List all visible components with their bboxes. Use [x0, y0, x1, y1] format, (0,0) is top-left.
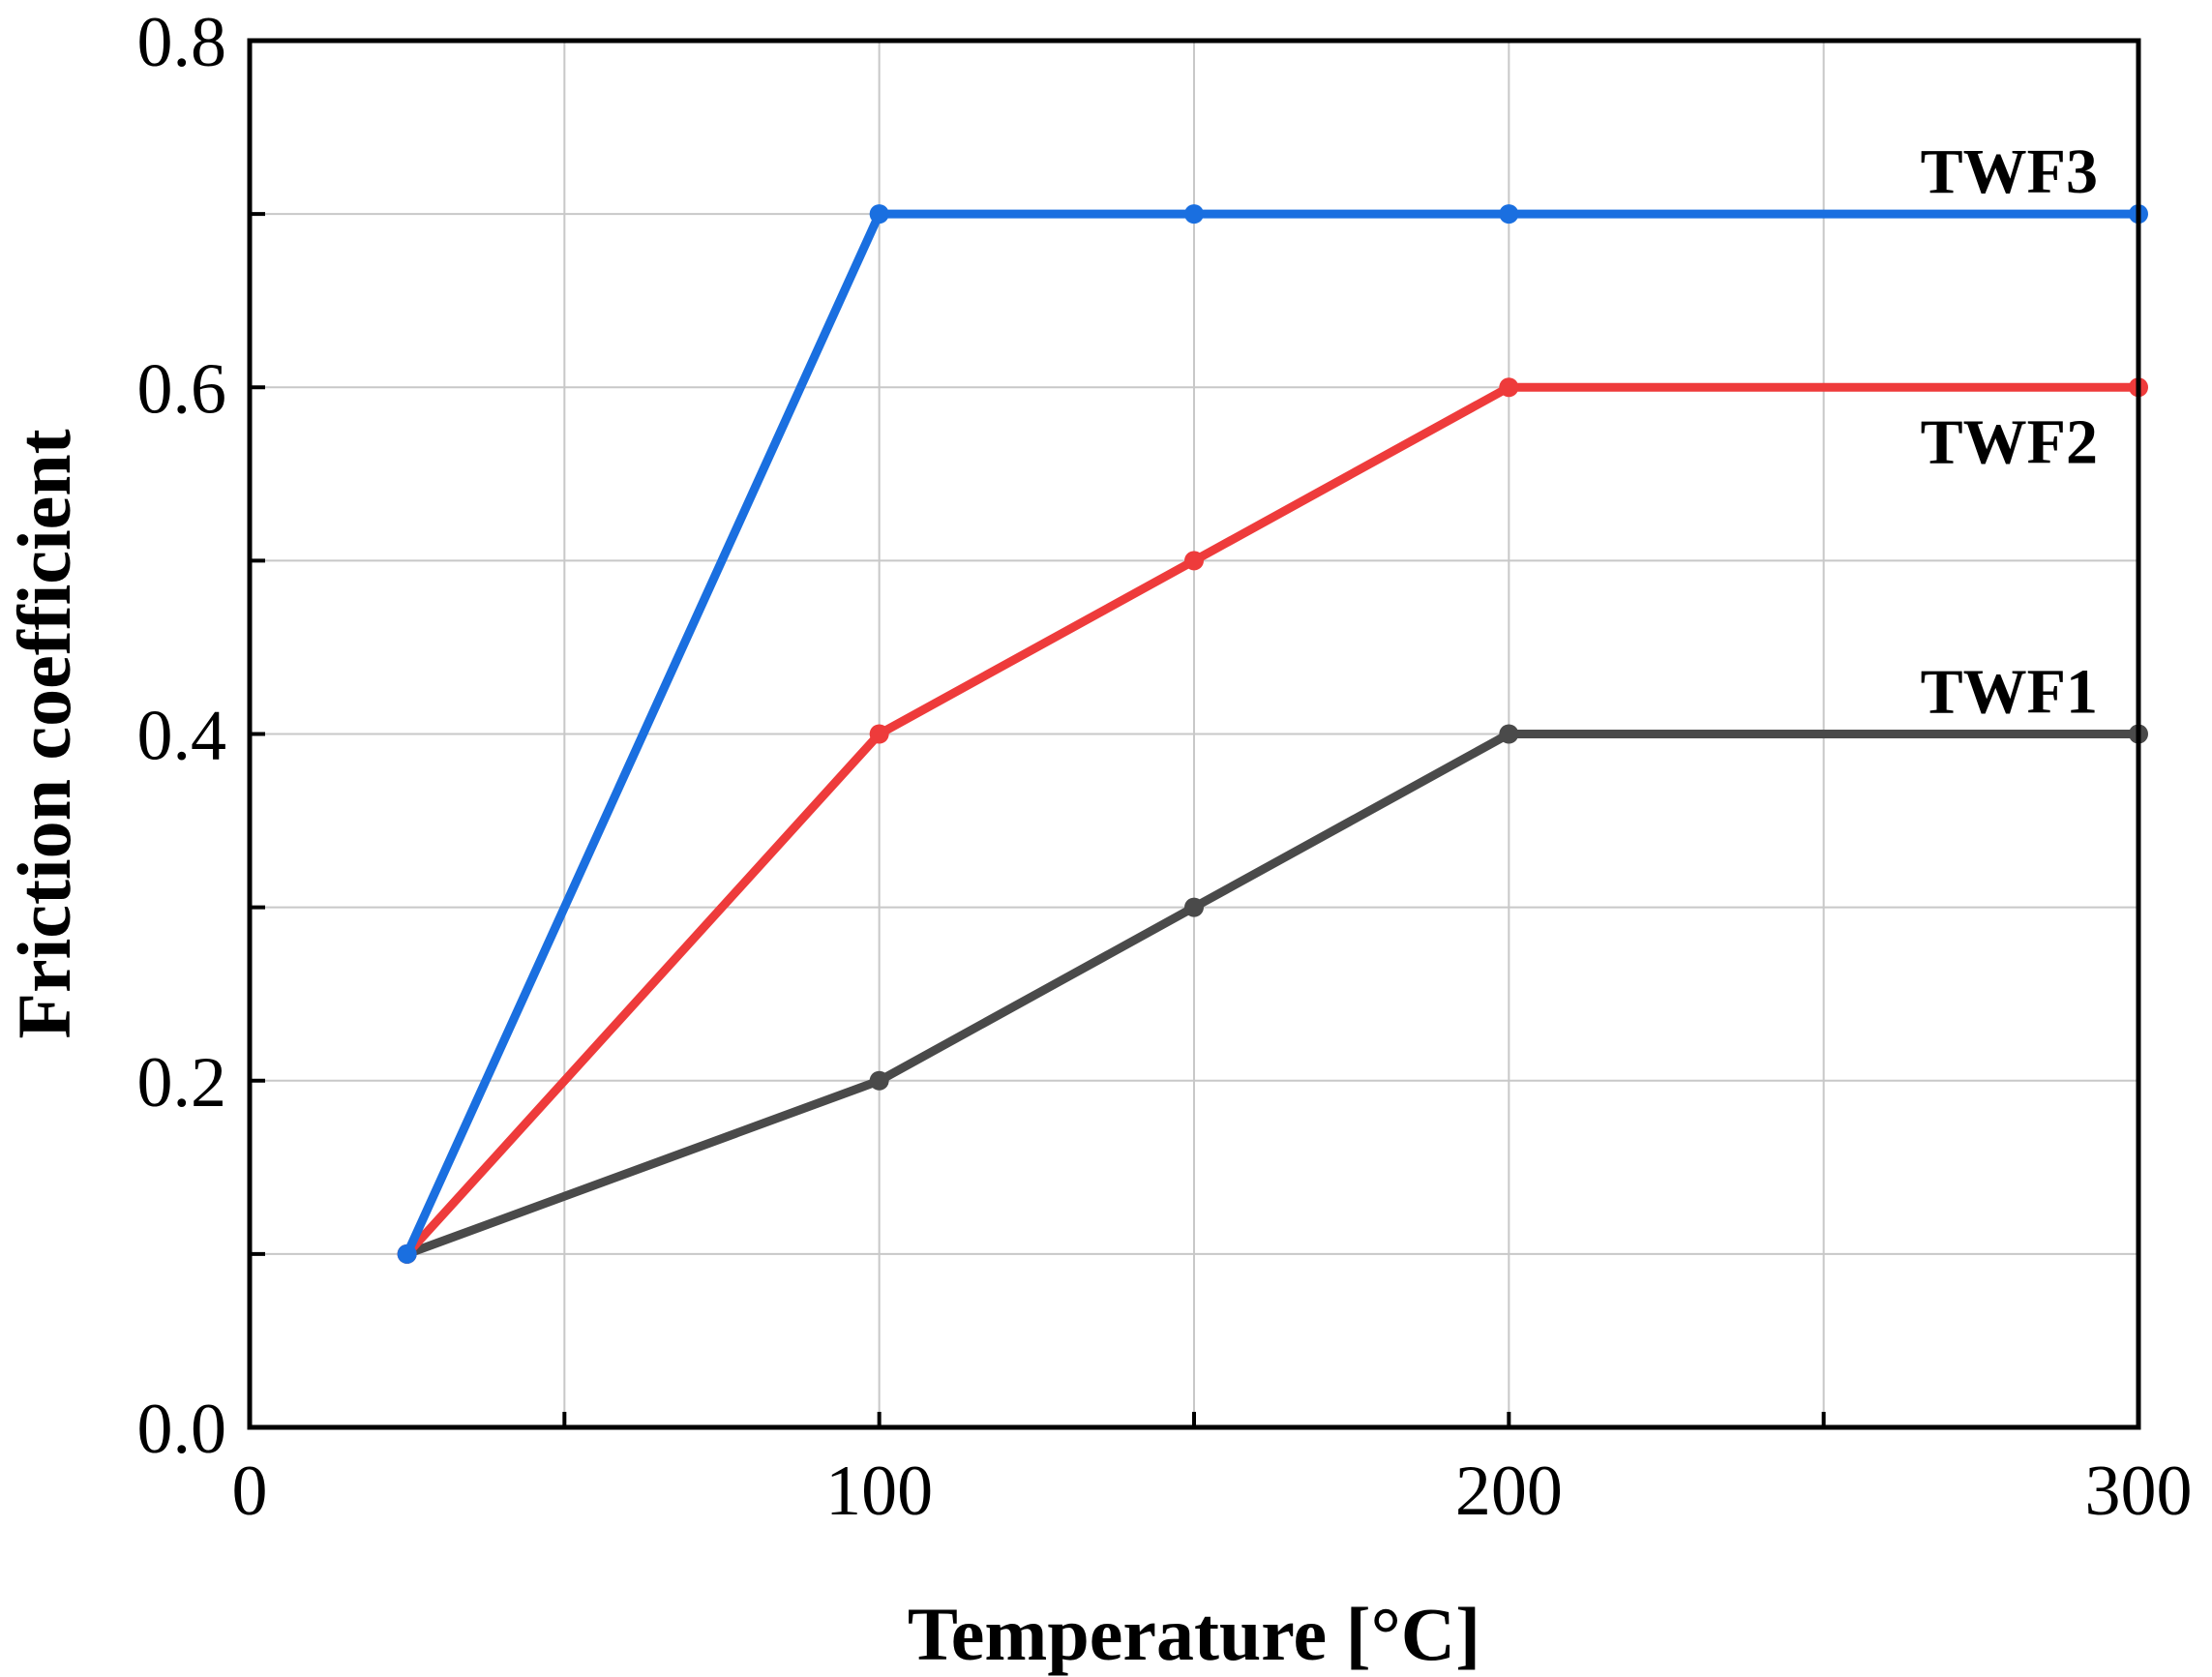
x-tick-label: 100 [825, 1452, 933, 1531]
series-line-twf1 [403, 730, 2143, 1259]
x-tick-label: 300 [2085, 1452, 2193, 1531]
y-tick-label: 0.4 [137, 697, 227, 776]
series-labels: TWF1 TWF2 TWF3 [1921, 136, 2098, 727]
y-tick-label: 0.6 [137, 349, 227, 429]
series-label-twf1: TWF1 [1921, 657, 2098, 728]
y-tick-label: 0.0 [137, 1390, 227, 1469]
series-twf2 [397, 377, 2148, 1264]
data-point-twf1 [869, 1070, 889, 1091]
axis-ticks: 0 100 200 300 0.0 0.2 0.4 0.6 0.8 [137, 3, 2193, 1531]
y-tick-label: 0.2 [137, 1043, 227, 1123]
x-tick-label: 200 [1455, 1452, 1563, 1531]
y-tick-label: 0.8 [137, 3, 227, 82]
series-layer [397, 204, 2148, 1264]
data-point-twf3 [1499, 204, 1519, 225]
x-tick-label: 0 [232, 1452, 268, 1531]
data-point-twf1 [1184, 897, 1204, 917]
data-point-twf3 [397, 1243, 417, 1264]
data-point-twf3 [1184, 204, 1204, 225]
data-point-twf2 [1499, 377, 1519, 398]
series-line-twf2 [403, 382, 2143, 1259]
series-twf3 [397, 204, 2148, 1264]
data-point-twf2 [1184, 551, 1204, 571]
data-point-twf1 [1499, 724, 1519, 744]
series-label-twf3: TWF3 [1921, 136, 2098, 207]
data-point-twf3 [869, 204, 889, 225]
x-axis-title: Temperature [°C] [908, 1592, 1480, 1676]
series-twf1 [397, 724, 2148, 1264]
y-axis-title: Friction coefficient [2, 429, 86, 1038]
data-point-twf2 [869, 724, 889, 744]
series-label-twf2: TWF2 [1921, 406, 2098, 477]
